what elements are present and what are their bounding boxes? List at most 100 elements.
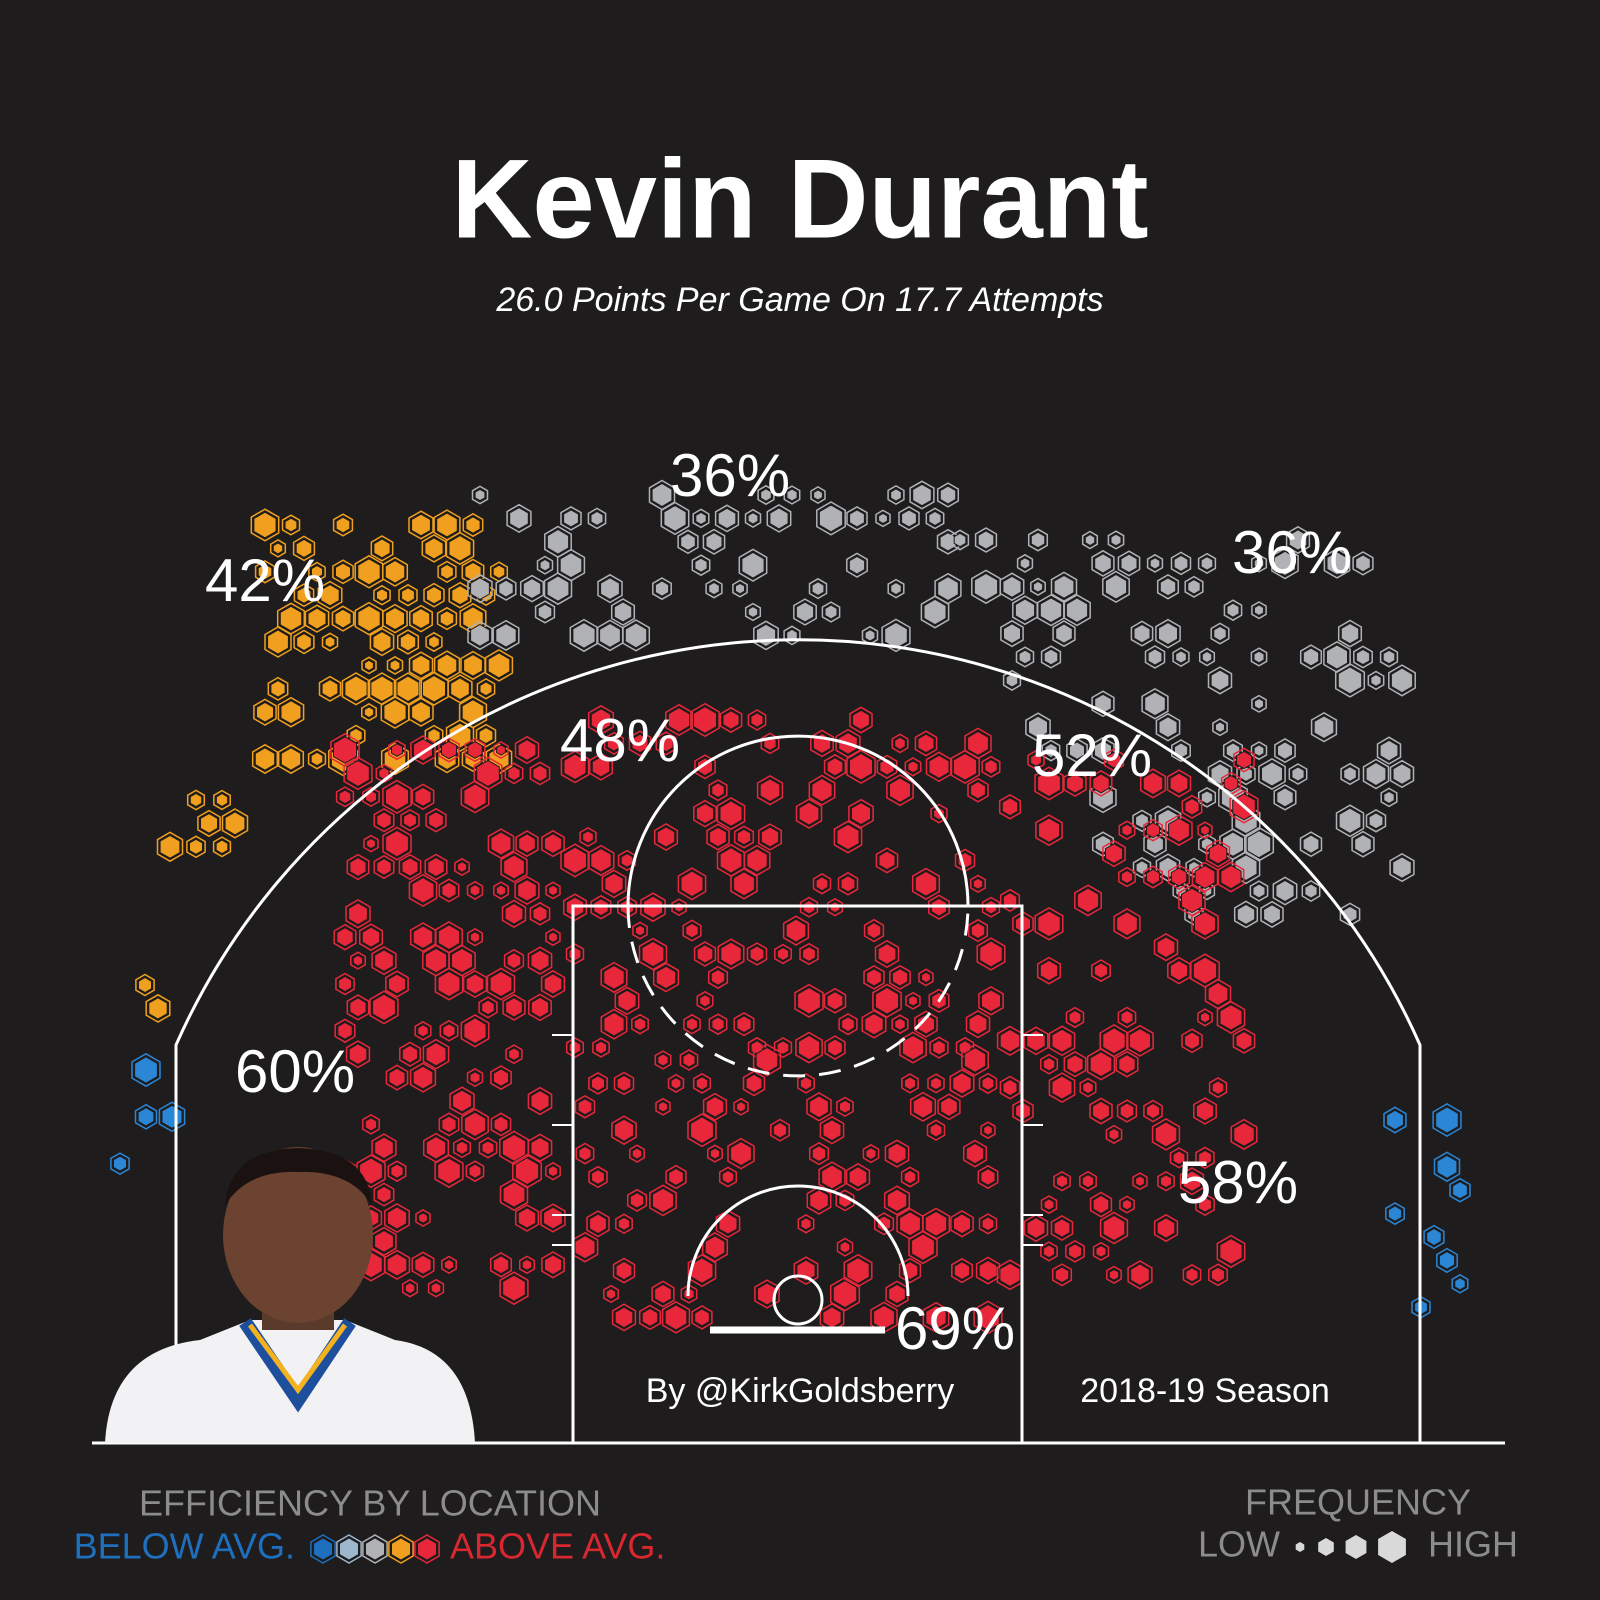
hex-outline bbox=[973, 1300, 1003, 1335]
hex-outline bbox=[484, 649, 514, 682]
hex-outline bbox=[756, 775, 784, 806]
legend-hexes bbox=[310, 1531, 1406, 1564]
hex bbox=[1039, 959, 1059, 982]
hex bbox=[310, 751, 324, 767]
hex-outline bbox=[478, 996, 498, 1019]
hex bbox=[437, 970, 461, 998]
hex-outline bbox=[1352, 551, 1374, 576]
hex bbox=[333, 736, 357, 764]
hex-outline bbox=[1153, 933, 1179, 962]
hex bbox=[452, 1089, 472, 1113]
hex bbox=[1210, 1266, 1226, 1283]
hex bbox=[548, 884, 558, 897]
hex-outline bbox=[821, 601, 841, 623]
hex-outline bbox=[197, 809, 221, 838]
hex-outline bbox=[156, 831, 184, 863]
hex bbox=[999, 1028, 1021, 1053]
hex-outline bbox=[504, 762, 524, 785]
hex bbox=[1246, 830, 1272, 859]
hex bbox=[664, 1304, 688, 1331]
hex-outline bbox=[849, 706, 873, 734]
hex bbox=[617, 1216, 631, 1231]
hex bbox=[357, 558, 381, 586]
hex bbox=[436, 512, 458, 538]
hex bbox=[495, 623, 517, 648]
hex bbox=[1108, 1268, 1120, 1281]
hex bbox=[1326, 551, 1348, 576]
hex bbox=[1187, 579, 1201, 595]
hex-outline bbox=[1249, 880, 1269, 902]
hex bbox=[443, 1258, 455, 1271]
hex bbox=[1276, 787, 1294, 808]
hex-outline bbox=[565, 943, 585, 965]
hex bbox=[441, 740, 457, 760]
hex-outline bbox=[603, 1284, 619, 1304]
hex bbox=[361, 926, 381, 948]
zone-label: 58% bbox=[1178, 1149, 1298, 1216]
hex-outline bbox=[308, 561, 326, 582]
hex bbox=[631, 733, 649, 754]
hex bbox=[1175, 650, 1187, 664]
hex bbox=[270, 680, 286, 698]
hex-outline bbox=[936, 482, 960, 508]
hex bbox=[1170, 867, 1188, 887]
hex bbox=[811, 777, 833, 803]
hex bbox=[617, 989, 637, 1012]
hex-outline bbox=[753, 620, 779, 651]
hex bbox=[391, 743, 403, 757]
hex bbox=[736, 828, 752, 846]
hex-outline bbox=[962, 1139, 988, 1168]
hex-outline bbox=[310, 1534, 336, 1564]
hex-outline bbox=[812, 873, 832, 895]
hex-outline bbox=[783, 625, 801, 646]
hex bbox=[965, 1142, 985, 1165]
hex bbox=[582, 830, 594, 844]
hex-outline bbox=[1102, 570, 1130, 603]
hex bbox=[425, 1136, 447, 1160]
hex bbox=[1082, 1081, 1094, 1095]
free-throw-circle bbox=[626, 734, 970, 907]
hex bbox=[1066, 1054, 1084, 1075]
hex-outline bbox=[414, 1534, 440, 1564]
hex-layer bbox=[110, 479, 1471, 1335]
hex bbox=[563, 509, 579, 528]
hex-outline bbox=[371, 1133, 397, 1163]
hex bbox=[822, 1119, 842, 1142]
hex bbox=[978, 1259, 998, 1282]
hex bbox=[1337, 666, 1363, 695]
hex bbox=[981, 989, 1001, 1013]
hex-outline bbox=[490, 1065, 512, 1091]
hex-outline bbox=[1117, 550, 1141, 577]
hex bbox=[1274, 550, 1296, 577]
hex-outline bbox=[449, 1086, 475, 1116]
hex bbox=[574, 1235, 596, 1260]
hex bbox=[887, 1142, 907, 1165]
hex-outline bbox=[978, 986, 1004, 1016]
hex-outline bbox=[928, 988, 950, 1013]
hex-outline bbox=[1231, 850, 1261, 885]
hex bbox=[401, 1044, 419, 1064]
hex bbox=[695, 803, 715, 825]
hex-outline bbox=[1210, 622, 1230, 645]
hex-outline bbox=[1127, 1260, 1153, 1290]
hex-outline bbox=[904, 757, 922, 777]
hex-outline bbox=[1030, 577, 1046, 596]
hex bbox=[1198, 1196, 1212, 1213]
hex-outline bbox=[1233, 747, 1255, 773]
hex bbox=[522, 578, 542, 600]
hex-outline bbox=[1181, 1028, 1203, 1054]
hex-outline bbox=[1273, 784, 1297, 811]
hex-outline bbox=[898, 506, 920, 531]
hex-outline bbox=[336, 1534, 362, 1564]
hex-outline bbox=[1092, 1241, 1110, 1261]
hex-outline bbox=[640, 892, 666, 923]
hex-outline bbox=[717, 938, 745, 970]
hex-outline bbox=[1365, 809, 1387, 833]
hex-outline bbox=[661, 1301, 691, 1334]
hex-outline bbox=[611, 1303, 637, 1332]
hex bbox=[1387, 1205, 1403, 1222]
hex bbox=[1054, 1266, 1070, 1284]
hex bbox=[710, 969, 726, 986]
hex bbox=[1043, 1244, 1055, 1259]
hex-outline bbox=[361, 703, 377, 722]
